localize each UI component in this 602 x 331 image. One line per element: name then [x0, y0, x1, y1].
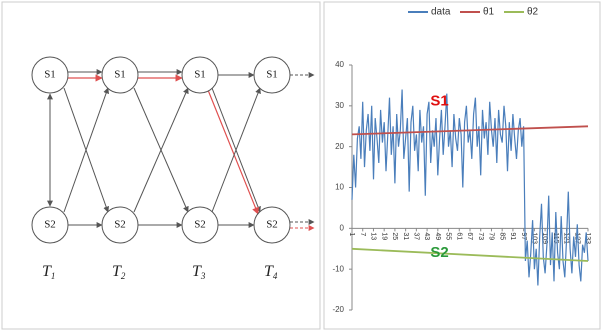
y-tick-label: 30: [335, 101, 344, 110]
state-node: [31, 206, 69, 244]
y-tick-label: 10: [335, 183, 344, 192]
x-tick-label: 61: [455, 232, 462, 240]
y-tick-label: -20: [332, 305, 344, 314]
x-tick-label: 109: [541, 232, 548, 244]
annotation: S2: [430, 244, 448, 261]
time-label: T4: [264, 263, 278, 281]
time-base: T: [42, 263, 52, 280]
state-label: S1: [266, 69, 278, 81]
y-tick-label: -10: [332, 264, 344, 273]
time-label: T1: [42, 263, 55, 281]
x-tick-label: 79: [488, 232, 495, 240]
time-base: T: [264, 263, 274, 280]
series-line: [351, 125, 589, 136]
x-tick-label: 97: [520, 232, 527, 240]
state-label: S1: [194, 69, 206, 81]
x-tick-label: 73: [477, 232, 484, 240]
x-tick-label: 49: [434, 232, 441, 240]
edge: [211, 87, 261, 213]
state-label: S2: [44, 219, 56, 231]
state-node: [101, 206, 139, 244]
edge: [133, 87, 189, 213]
y-tick-label: 0: [340, 223, 345, 232]
time-base: T: [112, 263, 122, 280]
x-tick-label: 43: [423, 232, 430, 240]
x-tick-label: 7: [359, 232, 366, 236]
state-label: S2: [194, 219, 206, 231]
time-label: T2: [112, 263, 126, 281]
y-tick-label: 40: [335, 60, 344, 69]
x-tick-label: 19: [380, 232, 387, 240]
legend-label: θ1: [483, 7, 495, 18]
state-node: [181, 56, 219, 94]
time-sub: 1: [51, 271, 56, 281]
path-edge: [207, 89, 259, 215]
state-node: [253, 56, 291, 94]
x-tick-label: 25: [391, 232, 398, 240]
state-node: [101, 56, 139, 94]
left-panel: [1, 1, 321, 330]
edge: [63, 87, 110, 213]
x-tick-label: 67: [466, 232, 473, 240]
time-sub: 3: [200, 271, 206, 281]
y-tick-label: 20: [335, 142, 344, 151]
state-node: [31, 56, 69, 94]
state-label: S2: [114, 219, 126, 231]
state-label: S1: [114, 69, 126, 81]
annotation: S1: [430, 93, 448, 110]
x-tick-label: 133: [584, 232, 591, 244]
x-tick-label: 103: [531, 232, 538, 244]
state-label: S2: [266, 219, 278, 231]
legend-label: data: [431, 7, 451, 18]
time-sub: 2: [121, 271, 126, 281]
x-tick-label: 85: [498, 232, 505, 240]
x-tick-label: 31: [402, 232, 409, 240]
x-tick-label: 55: [445, 232, 452, 240]
x-tick-label: 91: [509, 232, 516, 240]
time-base: T: [192, 263, 202, 280]
time-label: T3: [192, 263, 206, 281]
state-label: S1: [44, 69, 56, 81]
x-tick-label: 37: [413, 232, 420, 240]
state-node: [253, 206, 291, 244]
x-tick-label: 1: [348, 232, 355, 236]
time-sub: 4: [273, 271, 278, 281]
state-node: [181, 206, 219, 244]
x-tick-label: 13: [370, 232, 377, 240]
legend-label: θ2: [527, 7, 539, 18]
series-line: [351, 247, 589, 262]
